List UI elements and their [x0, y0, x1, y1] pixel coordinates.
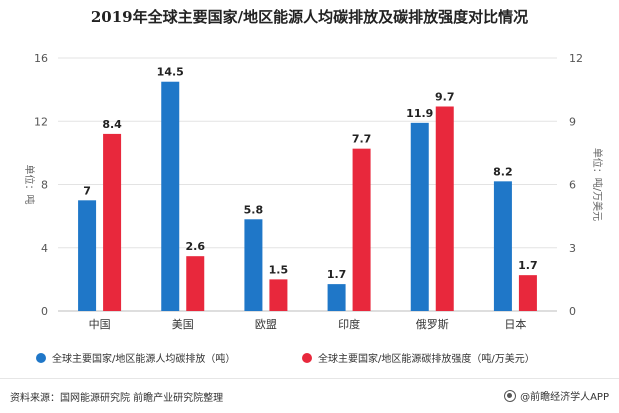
data-label-per-capita: 5.8	[244, 203, 264, 216]
legend: 全球主要国家/地区能源人均碳排放（吨） 全球主要国家/地区能源碳排放强度（吨/万…	[0, 350, 619, 366]
y-right-axis-title: 单位：吨/万美元	[591, 148, 604, 221]
brand: @前瞻经济学人APP	[504, 388, 609, 403]
y-left-tick-label: 8	[41, 179, 48, 192]
bar-per-capita	[493, 181, 512, 311]
x-category-label: 欧盟	[255, 318, 277, 331]
y-left-tick-label: 12	[34, 115, 48, 128]
data-label-per-capita: 1.7	[327, 268, 347, 281]
y-left-tick-label: 0	[41, 305, 48, 318]
bar-intensity	[103, 133, 122, 311]
x-category-label: 俄罗斯	[416, 318, 449, 331]
y-right-tick-label: 12	[569, 52, 583, 65]
bar-intensity	[269, 279, 288, 311]
legend-label-intensity: 全球主要国家/地区能源碳排放强度（吨/万美元）	[318, 354, 535, 365]
bar-intensity	[352, 148, 371, 311]
legend-item-per-capita: 全球主要国家/地区能源人均碳排放（吨）	[36, 350, 235, 365]
bar-intensity	[186, 256, 205, 311]
y-left-tick-label: 16	[34, 52, 48, 65]
bar-chart: 0 4 8 12 16 0 3 6 9 12 单位：吨 单位：吨/万美元 7 8.4 中国 14.5 2.6 美国…	[23, 52, 604, 331]
footer: 资料来源：国网能源研究院 前瞻产业研究院整理 @前瞻经济学人APP	[0, 378, 619, 413]
brand-label: @前瞻经济学人APP	[520, 392, 609, 403]
chart-title: 2019年全球主要国家/地区能源人均碳排放及碳排放强度对比情况	[90, 8, 529, 26]
bar-intensity	[518, 275, 537, 311]
y-right-tick-label: 0	[569, 305, 576, 318]
legend-label-per-capita: 全球主要国家/地区能源人均碳排放（吨）	[52, 354, 236, 365]
data-label-intensity: 9.7	[435, 90, 455, 103]
y-left-axis-title: 单位：吨	[23, 165, 36, 205]
legend-swatch-red-icon	[302, 352, 312, 363]
data-label-per-capita: 7	[83, 184, 91, 197]
data-label-per-capita: 14.5	[157, 66, 184, 79]
bar-intensity	[435, 106, 454, 311]
y-left-tick-label: 4	[41, 242, 48, 255]
y-right-tick-label: 3	[569, 242, 576, 255]
bar-per-capita	[244, 219, 263, 311]
data-label-intensity: 1.5	[269, 263, 289, 276]
x-category-label: 中国	[89, 318, 111, 331]
brand-logo-icon	[504, 389, 517, 402]
bar-per-capita	[410, 122, 429, 311]
legend-item-intensity: 全球主要国家/地区能源碳排放强度（吨/万美元）	[302, 350, 535, 365]
data-label-per-capita: 8.2	[493, 165, 513, 178]
data-label-intensity: 7.7	[352, 133, 372, 146]
x-category-label: 印度	[338, 317, 360, 331]
legend-swatch-blue-icon	[36, 352, 46, 363]
data-label-intensity: 1.7	[518, 259, 538, 272]
data-label-intensity: 2.6	[186, 240, 206, 253]
source-note: 资料来源：国网能源研究院 前瞻产业研究院整理	[10, 393, 224, 404]
y-right-tick-label: 9	[569, 115, 576, 128]
data-label-intensity: 8.4	[102, 118, 122, 131]
y-right-tick-label: 6	[569, 179, 576, 192]
x-category-label: 日本	[504, 317, 526, 331]
bar-per-capita	[78, 200, 97, 311]
x-category-label: 美国	[172, 318, 194, 331]
bar-per-capita	[161, 81, 180, 311]
bar-per-capita	[327, 284, 346, 311]
data-label-per-capita: 11.9	[406, 107, 433, 120]
